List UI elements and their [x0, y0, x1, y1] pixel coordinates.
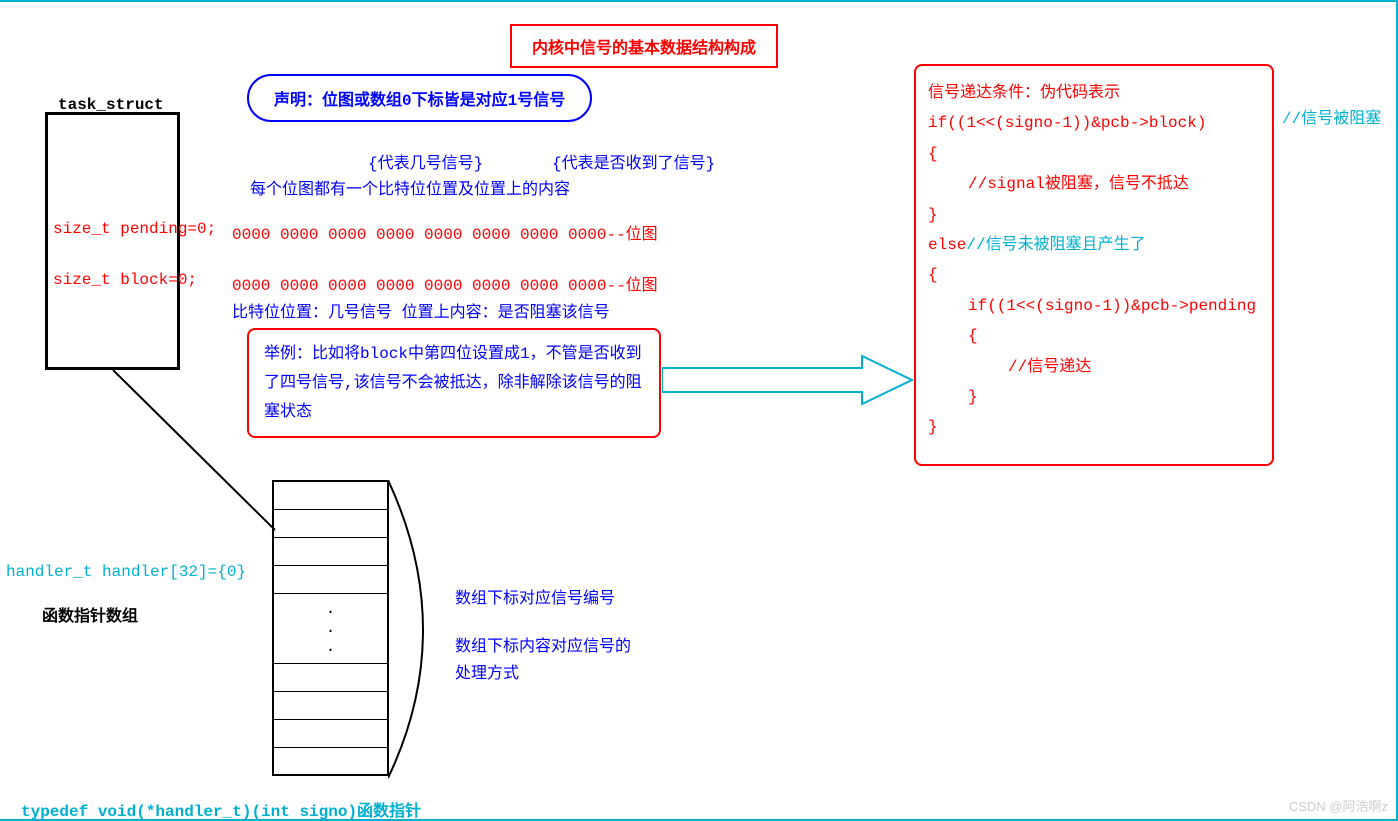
pseudo-l3: { — [928, 139, 1260, 169]
pseudo-l12: } — [928, 412, 1260, 442]
top-label-1-right: {代表是否收到了信号} — [552, 149, 715, 173]
pseudo-l6b: //信号未被阻塞且产生了 — [966, 236, 1145, 254]
pseudo-l4: //signal被阻塞，信号不抵达 — [928, 169, 1260, 199]
handler-desc2: 数组下标内容对应信号的处理方式 — [455, 634, 635, 688]
example-text: 举例：比如将block中第四位设置成1，不管是否收到了四号信号,该信号不会被抵达… — [264, 345, 642, 421]
arrow-example-to-pseudo — [662, 352, 922, 412]
pseudo-l1: 信号递达条件：伪代码表示 — [928, 78, 1260, 108]
pseudo-l5: } — [928, 200, 1260, 230]
pseudo-l9: { — [928, 321, 1260, 351]
pseudo-box: 信号递达条件：伪代码表示 if((1<<(signo-1))&pcb->bloc… — [914, 64, 1274, 466]
title-text: 内核中信号的基本数据结构构成 — [532, 40, 756, 58]
block-desc: 比特位位置：几号信号 位置上内容：是否阻塞该信号 — [232, 298, 610, 322]
bracket-array — [388, 480, 468, 780]
array-cell-1 — [273, 509, 388, 537]
declaration-box: 声明：位图或数组0下标皆是对应1号信号 — [247, 74, 592, 122]
pseudo-l2: if((1<<(signo-1))&pcb->block) — [928, 108, 1260, 138]
task-struct-box — [45, 112, 180, 370]
title-box: 内核中信号的基本数据结构构成 — [510, 24, 778, 68]
pseudo-l7: { — [928, 260, 1260, 290]
handler-label: 函数指针数组 — [42, 602, 138, 626]
block-bits: 0000 0000 0000 0000 0000 0000 0000 0000-… — [232, 271, 658, 295]
top-label-2: 每个位图都有一个比特位位置及位置上的内容 — [250, 175, 570, 199]
typedef-text: typedef void(*handler_t)(int signo)函数指针 — [21, 797, 421, 821]
pseudo-l6a: else — [928, 236, 966, 254]
array-cell-5 — [273, 663, 388, 691]
pending-decl: size_t pending=0; — [53, 220, 216, 238]
array-cell-0 — [273, 481, 388, 509]
handler-desc1: 数组下标对应信号编号 — [455, 584, 615, 608]
array-cell-3 — [273, 565, 388, 593]
block-decl: size_t block=0; — [53, 271, 197, 289]
array-cell-2 — [273, 537, 388, 565]
pending-bits: 0000 0000 0000 0000 0000 0000 0000 0000-… — [232, 220, 658, 244]
array-cell-7 — [273, 719, 388, 747]
pseudo-comment-blocked: //信号被阻塞 — [1282, 104, 1381, 128]
pseudo-l10: //信号递达 — [928, 352, 1260, 382]
pseudo-l8: if((1<<(signo-1))&pcb->pending — [928, 291, 1260, 321]
array-cell-8 — [273, 747, 388, 775]
handler-decl: handler_t handler[32]={0} — [6, 563, 246, 581]
array-cell-dots: ... — [273, 593, 388, 663]
handler-array-table: ... — [272, 480, 389, 776]
array-cell-6 — [273, 691, 388, 719]
watermark: CSDN @阿浩啊z — [1289, 796, 1388, 815]
pseudo-l11: } — [928, 382, 1260, 412]
declaration-text: 声明：位图或数组0下标皆是对应1号信号 — [274, 92, 565, 110]
top-label-1-left: {代表几号信号} — [368, 149, 483, 173]
